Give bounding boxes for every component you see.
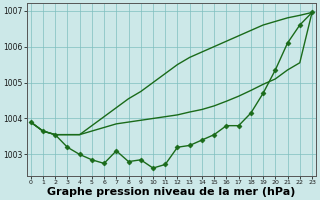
X-axis label: Graphe pression niveau de la mer (hPa): Graphe pression niveau de la mer (hPa) — [47, 187, 296, 197]
